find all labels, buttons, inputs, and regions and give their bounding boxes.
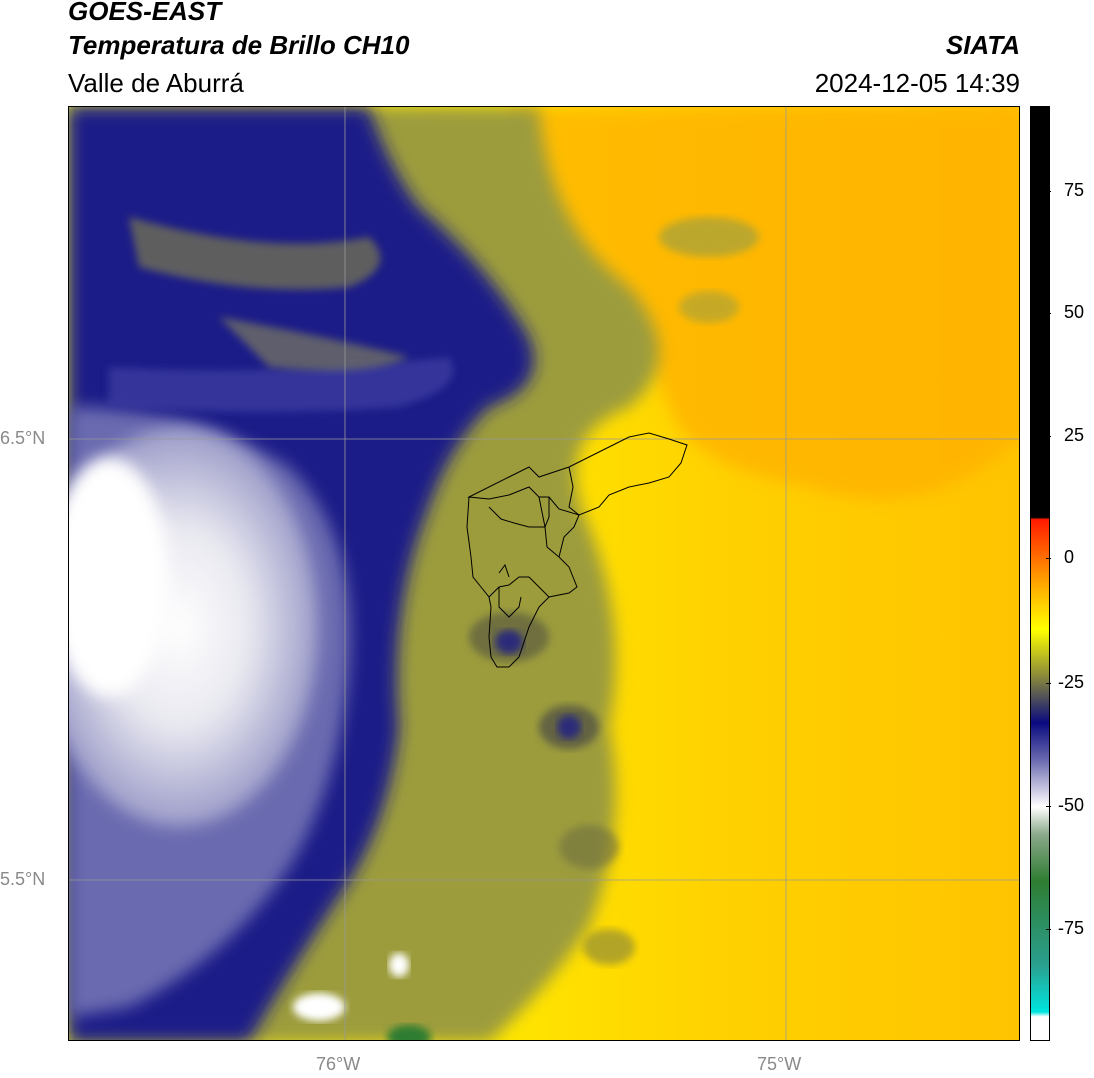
upper-streak-3	[219, 317, 409, 371]
cell-5	[559, 825, 619, 869]
orange-region	[509, 107, 1019, 500]
cell-6	[583, 929, 635, 965]
upper-streak-2	[109, 357, 454, 412]
colorbar-tick-label: -25	[1058, 672, 1085, 692]
colorbar	[1030, 106, 1050, 1041]
cell-3	[659, 217, 759, 257]
colorbar-tick-mark	[1046, 191, 1051, 192]
colorbar-tick-mark	[1046, 436, 1051, 437]
colorbar-tick-mark	[1046, 683, 1051, 684]
satellite-title: GOES-EAST	[68, 0, 222, 26]
cell-1-core	[495, 630, 523, 654]
region-label: Valle de Aburrá	[68, 68, 244, 98]
cell-9-white	[389, 953, 409, 977]
colorbar-tick-mark	[1046, 313, 1051, 314]
brightness-temperature-field	[69, 107, 1019, 1040]
satellite-map	[68, 106, 1020, 1041]
colorbar-tick-mark	[1046, 558, 1051, 559]
colorbar-tick-label: -75	[1058, 918, 1085, 938]
colorbar-tick-label: 50	[1064, 302, 1085, 322]
datetime-label: 2024-12-05 14:39	[814, 68, 1020, 98]
colorbar-tick-mark	[1046, 806, 1051, 807]
cell-8-green	[387, 1025, 431, 1040]
cold-cloud-core-bright	[69, 457, 169, 697]
product-title: Temperatura de Brillo CH10	[68, 30, 410, 60]
colorbar-tick-label: 0	[1064, 547, 1075, 567]
lon-label-1: 76°W	[316, 1054, 361, 1074]
lon-label-2: 75°W	[757, 1054, 802, 1074]
colorbar-tick-label: -50	[1058, 795, 1085, 815]
colorbar-tick-label: 25	[1064, 425, 1085, 445]
cell-2-core	[557, 715, 581, 739]
upper-streak-1	[129, 217, 381, 290]
lat-label-2: 5.5°N	[0, 869, 46, 889]
lat-label-1: 6.5°N	[0, 428, 46, 448]
cell-7-white	[293, 993, 345, 1021]
colorbar-tick-mark	[1046, 929, 1051, 930]
municipal-boundaries	[466, 432, 688, 668]
colorbar-tick-label: 75	[1064, 180, 1085, 200]
cell-4	[679, 291, 739, 323]
organization-label: SIATA	[945, 30, 1020, 60]
